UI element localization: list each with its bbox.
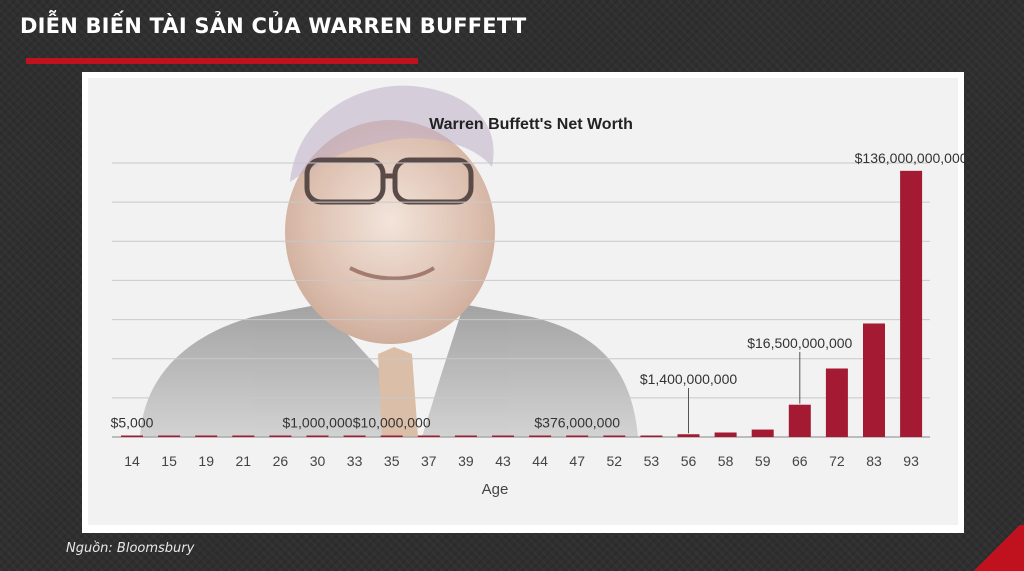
bar-age-15 <box>158 435 181 437</box>
x-tick-label: 19 <box>198 453 214 469</box>
x-tick-label: 83 <box>866 453 882 469</box>
bar-age-39 <box>454 435 477 437</box>
data-label: $376,000,000 <box>534 415 620 431</box>
bar-age-47 <box>566 435 589 437</box>
x-tick-label: 14 <box>124 453 140 469</box>
bars-group <box>121 170 923 437</box>
x-tick-label: 52 <box>607 453 623 469</box>
x-tick-label: 21 <box>236 453 252 469</box>
bar-age-21 <box>232 435 255 437</box>
x-tick-label: 59 <box>755 453 771 469</box>
x-tick-labels: 14 15 19 21 26 30 33 35 37 39 43 44 47 52 53 56 58 59 66 72… <box>124 453 919 469</box>
x-tick-label: 26 <box>273 453 289 469</box>
x-tick-label: 56 <box>681 453 697 469</box>
chart-panel: Warren Buffett's Net Worth 14 15 19 21 26 30 3… <box>82 72 964 533</box>
gridlines <box>112 162 930 399</box>
bar-age-93 <box>900 170 923 437</box>
title-underline <box>26 58 418 64</box>
bar-age-66 <box>788 404 811 437</box>
bar-age-44 <box>529 435 552 437</box>
bar-age-43 <box>492 435 514 437</box>
bar-age-37 <box>417 435 440 437</box>
data-label: $5,000 <box>111 415 154 431</box>
bar-age-30 <box>306 435 329 437</box>
x-tick-label: 44 <box>532 453 548 469</box>
x-axis-title: Age <box>482 481 509 498</box>
data-label: $16,500,000,000 <box>747 335 852 351</box>
x-tick-label: 15 <box>161 453 177 469</box>
data-label: $1,400,000,000 <box>640 371 738 387</box>
bar-age-72 <box>825 368 848 437</box>
data-label: $136,000,000,000 <box>855 150 964 166</box>
bar-age-33 <box>343 435 366 437</box>
bar-age-59 <box>751 429 774 437</box>
bar-age-26 <box>269 435 292 437</box>
slide-title: DIỄN BIẾN TÀI SẢN CỦA WARREN BUFFETT <box>20 14 527 38</box>
data-label: $10,000,000 <box>353 415 431 431</box>
x-tick-label: 47 <box>569 453 585 469</box>
bar-age-83 <box>863 323 885 437</box>
x-tick-label: 93 <box>903 453 919 469</box>
bar-age-35 <box>380 435 403 437</box>
corner-accent <box>970 525 1024 571</box>
x-tick-label: 33 <box>347 453 363 469</box>
chart-title: Warren Buffett's Net Worth <box>429 116 633 133</box>
source-note: Nguồn: Bloomsbury <box>66 541 195 556</box>
bar-age-56 <box>677 434 700 437</box>
x-tick-label: 58 <box>718 453 734 469</box>
bar-age-19 <box>195 435 218 437</box>
x-tick-label: 37 <box>421 453 437 469</box>
net-worth-chart: Warren Buffett's Net Worth 14 15 19 21 26 30 3… <box>88 78 964 525</box>
bar-age-14 <box>121 435 143 437</box>
plot-background <box>88 78 958 525</box>
portrait-illustration <box>140 85 638 437</box>
bar-age-53 <box>640 435 663 437</box>
x-tick-label: 66 <box>792 453 808 469</box>
x-tick-label: 30 <box>310 453 326 469</box>
data-labels: $5,000 $1,000,000 $10,000,000 $376,000,000 $… <box>111 150 964 434</box>
x-tick-label: 43 <box>495 453 511 469</box>
x-tick-label: 35 <box>384 453 400 469</box>
x-tick-label: 39 <box>458 453 474 469</box>
x-tick-label: 53 <box>644 453 660 469</box>
bar-age-58 <box>714 432 737 437</box>
data-label: $1,000,000 <box>282 415 352 431</box>
x-tick-label: 72 <box>829 453 845 469</box>
bar-age-52 <box>603 435 626 437</box>
